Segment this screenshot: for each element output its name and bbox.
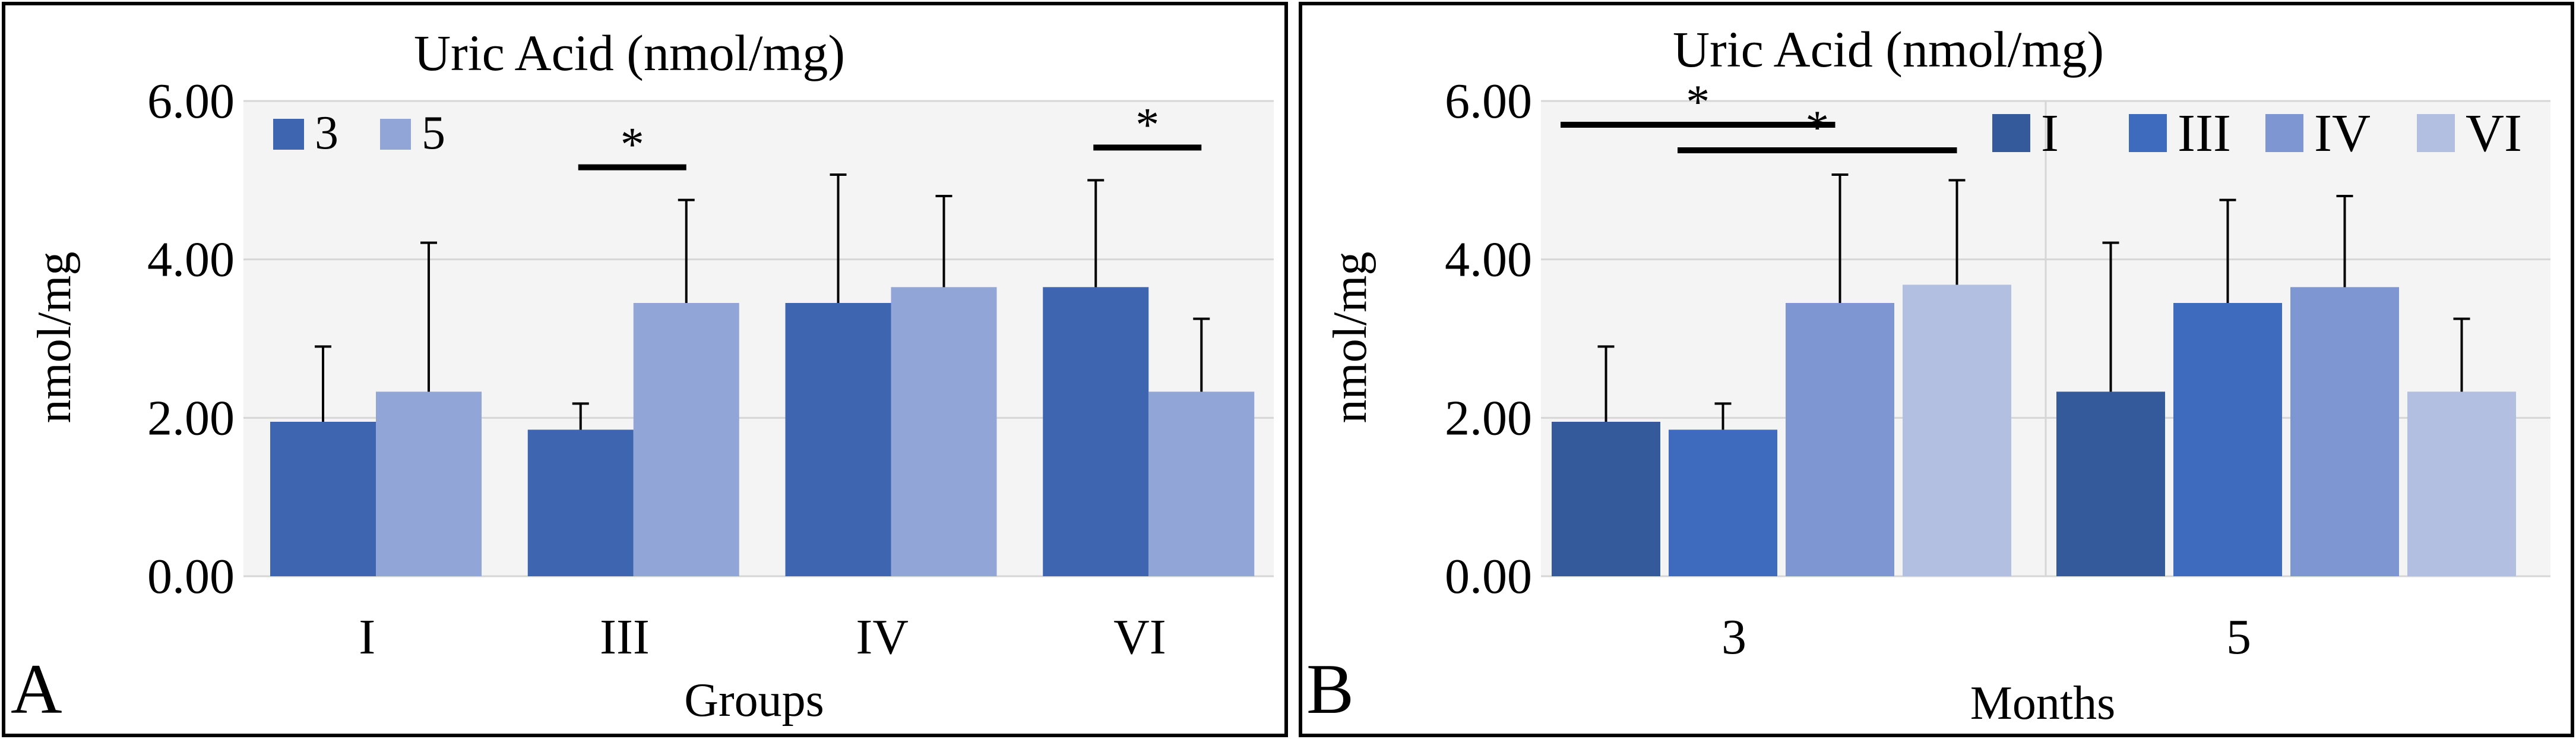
panel-b-title: Uric Acid (nmol/mg) — [1673, 21, 2104, 78]
bar-3-series-vi — [1903, 285, 2011, 576]
y-tick-label: 6.00 — [1445, 74, 1532, 129]
x-tick-label-5: 5 — [2226, 609, 2251, 665]
panel-b-y-axis-label: nmol/mg — [1324, 252, 1376, 424]
panel-a-bars — [270, 287, 1255, 576]
bar-vi-series-5 — [1148, 391, 1255, 576]
panel-a-x-axis-label: Groups — [684, 674, 824, 727]
legend-swatch-iv — [2265, 114, 2303, 152]
bar-iii-series-5 — [633, 303, 739, 576]
y-tick-label: 2.00 — [1445, 390, 1532, 446]
x-tick-label-iii: III — [600, 609, 650, 665]
x-tick-label-3: 3 — [1721, 609, 1746, 665]
bar-iv-series-3 — [785, 303, 891, 576]
panel-a-tick-labels: 0.002.004.006.00I III IV VI — [147, 74, 1166, 665]
significance-star-1: * — [1135, 99, 1159, 151]
x-tick-label-iv: IV — [856, 609, 909, 665]
significance-star-0: * — [621, 119, 644, 171]
bar-vi-series-3 — [1043, 287, 1149, 576]
y-tick-label: 2.00 — [147, 390, 235, 446]
x-tick-label-vi: VI — [1113, 609, 1166, 665]
legend-label-3: 3 — [315, 107, 338, 159]
legend-swatch-3 — [273, 119, 304, 150]
panel-a-y-axis-label: nmol/mg — [29, 252, 81, 424]
panel-b-tick-labels: 0.00 2.00 4.00 6.00 3 5 — [1445, 74, 2251, 665]
significance-star-1: * — [1805, 102, 1829, 154]
panel-b-significance: * * — [1561, 76, 1957, 154]
panel-a-letter: A — [11, 649, 62, 728]
legend-label-iv: IV — [2314, 104, 2371, 163]
panel-b-legend: I III IV VI — [1992, 104, 2522, 163]
y-tick-label: 0.00 — [1445, 549, 1532, 604]
panel-a-title: Uric Acid (nmol/mg) — [414, 24, 845, 81]
panel-b-x-axis-label: Months — [1970, 677, 2116, 729]
bar-iv-series-5 — [891, 287, 997, 576]
legend-swatch-5 — [380, 119, 411, 150]
panel-b-bars — [1552, 285, 2516, 576]
x-tick-label-i: I — [359, 609, 375, 665]
legend-swatch-iii — [2129, 114, 2167, 152]
bar-3-series-iii — [1669, 429, 1777, 576]
y-tick-label: 4.00 — [1445, 232, 1532, 288]
bar-5-series-iii — [2173, 303, 2282, 576]
panel-a-frame — [2, 2, 1288, 737]
panel-b-frame — [1299, 2, 2574, 737]
bar-5-series-i — [2056, 391, 2165, 576]
y-tick-label: 4.00 — [147, 232, 235, 288]
bar-5-series-vi — [2407, 391, 2516, 576]
panel-a-error-bars — [315, 173, 1210, 430]
bar-iii-series-3 — [527, 429, 634, 576]
bar-i-series-3 — [270, 422, 376, 576]
panel-a-significance: * * — [578, 99, 1202, 171]
bar-3-series-iv — [1786, 303, 1894, 576]
legend-label-iii: III — [2178, 104, 2231, 163]
y-tick-label: 6.00 — [147, 74, 235, 129]
panel-b-error-bars — [1597, 173, 2470, 430]
legend-label-vi: VI — [2466, 104, 2522, 163]
legend-label-i: I — [2041, 104, 2059, 163]
significance-star-0: * — [1686, 76, 1710, 128]
bar-5-series-iv — [2290, 287, 2399, 576]
bar-3-series-i — [1552, 422, 1660, 576]
legend-label-5: 5 — [422, 107, 445, 159]
panel-b-letter: B — [1306, 649, 1354, 728]
y-tick-label: 0.00 — [147, 549, 235, 604]
legend-swatch-i — [1992, 114, 2030, 152]
bar-i-series-5 — [376, 391, 482, 576]
panel-b: * * 0.002.004.006.003 5 I III IV VI Uric Acid… — [1299, 2, 2574, 737]
legend-swatch-vi — [2417, 114, 2455, 152]
